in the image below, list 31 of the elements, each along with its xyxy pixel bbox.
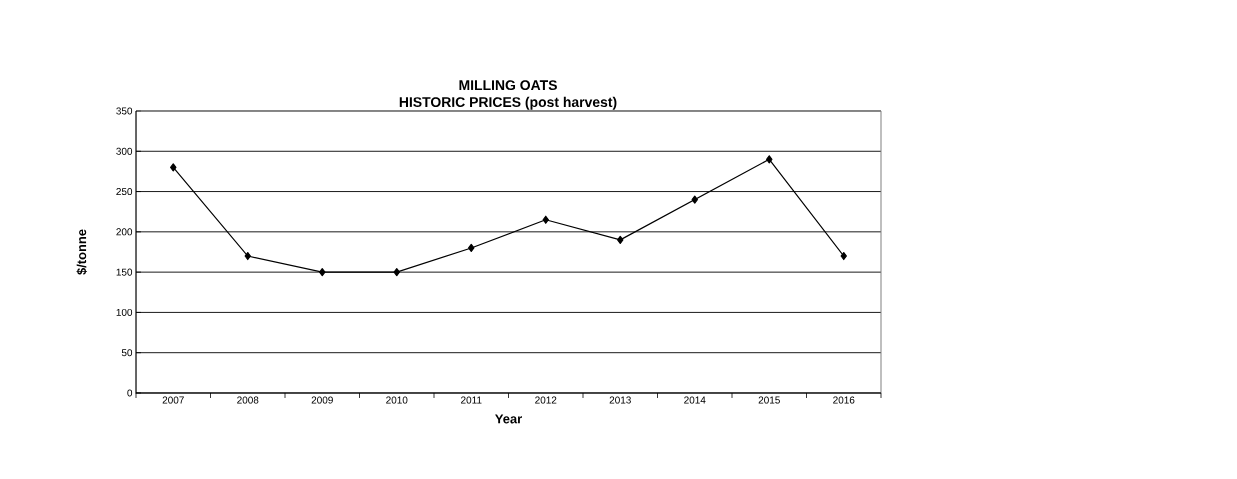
point	[319, 268, 326, 277]
point	[244, 251, 251, 261]
point	[468, 243, 475, 253]
point	[393, 268, 400, 277]
x-tick-label: 2012	[535, 396, 557, 404]
y-tick-label: 150	[116, 268, 133, 276]
x-tick-label: 2009	[311, 396, 333, 404]
y-tick-label: 50	[121, 349, 133, 357]
x-tick-label: 2013	[609, 396, 631, 404]
y-tick-label: 200	[116, 228, 133, 236]
x-tick-label: 2015	[758, 396, 780, 404]
y-tick-label: 100	[116, 308, 133, 316]
point	[170, 163, 177, 172]
x-tick-label: 2016	[833, 396, 855, 404]
x-tick-label: 2008	[237, 396, 259, 404]
x-tick-label: 2010	[386, 396, 408, 404]
point	[766, 155, 773, 164]
y-tick-label: 350	[116, 107, 133, 115]
x-tick-label: 2014	[684, 396, 706, 404]
y-tick-label: 300	[116, 147, 133, 155]
y-tick-label: 0	[127, 389, 133, 397]
point	[542, 215, 549, 224]
x-axis-title: Year	[495, 414, 522, 424]
chart-title: MILLING OATS HISTORIC PRICES (post harvest)	[399, 80, 617, 110]
point	[840, 251, 847, 261]
x-tick-label: 2011	[461, 396, 482, 404]
y-axis-title: $/tonne	[76, 229, 88, 275]
x-tick-label: 2007	[162, 396, 184, 404]
y-tick-label: 250	[116, 188, 133, 196]
point	[617, 235, 624, 244]
point	[691, 195, 698, 204]
